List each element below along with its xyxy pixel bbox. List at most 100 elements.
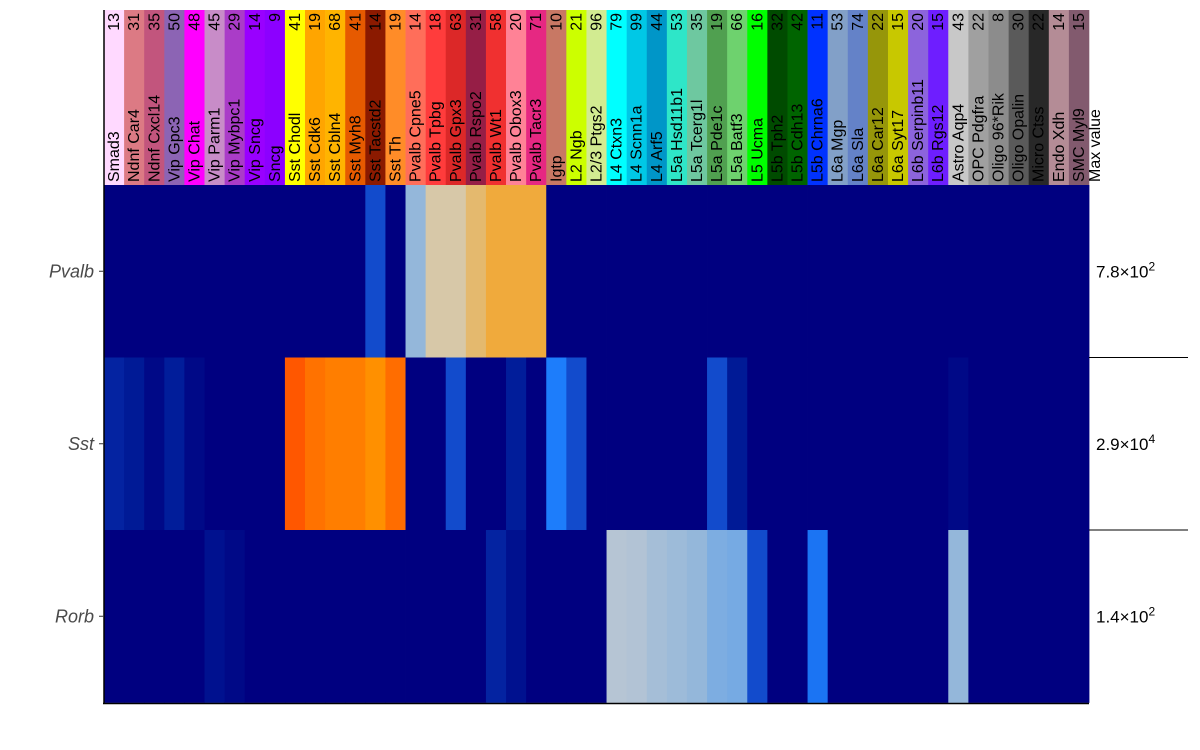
cluster-count-label: 35 <box>689 13 706 31</box>
heatmap-cell <box>606 185 628 358</box>
heatmap-cell <box>566 530 587 703</box>
heatmap-cell <box>445 530 467 703</box>
cluster-name-label: Micro Ctss <box>1031 106 1048 182</box>
heatmap-cell <box>666 530 688 703</box>
heatmap-cell <box>928 530 949 703</box>
heatmap-cell <box>1048 357 1070 531</box>
cluster-count-label: 22 <box>970 13 987 31</box>
heatmap-cell <box>164 357 185 531</box>
heatmap-cell <box>566 357 587 531</box>
cluster-header-swatch <box>948 10 969 185</box>
cluster-name-label: Ndnf Cxcl14 <box>146 95 163 182</box>
heatmap-cell <box>948 185 969 358</box>
heatmap-cell <box>988 185 1009 358</box>
heatmap-cell <box>686 530 708 703</box>
cluster-header-swatch <box>686 10 708 185</box>
cluster-count-label: 14 <box>367 13 384 31</box>
heatmap-cell <box>787 357 808 531</box>
cluster-count-label: 22 <box>870 13 887 31</box>
heatmap-cell <box>807 185 829 358</box>
cluster-name-label: Oligo Opalin <box>1011 94 1028 182</box>
heatmap-cell <box>928 357 949 531</box>
cluster-header-swatch <box>104 10 125 185</box>
heatmap-cell <box>827 357 849 531</box>
heatmap-cell <box>707 357 728 531</box>
cluster-header-swatch <box>305 10 326 185</box>
cluster-count-label: 53 <box>830 13 847 31</box>
heatmap-cell <box>104 357 125 531</box>
row-max-value: 1.4×102 <box>1096 604 1155 626</box>
row-max-value: 7.8×102 <box>1096 259 1155 281</box>
cluster-header-swatch <box>1028 10 1050 185</box>
heatmap-cell <box>325 185 346 358</box>
heatmap-cell <box>887 185 909 358</box>
max-value-header: Max value <box>1087 109 1104 182</box>
cluster-header-swatch <box>747 10 768 185</box>
heatmap-cell <box>686 357 708 531</box>
cluster-header-swatch <box>224 10 246 185</box>
heatmap-cell <box>546 530 567 703</box>
cluster-count-label: 53 <box>669 13 686 31</box>
heatmap-cell <box>204 357 226 531</box>
cluster-header-swatch <box>586 10 607 185</box>
heatmap-cell <box>405 530 427 703</box>
cluster-header: Smad3 13 Ndnf Car4 31 Ndnf Cxcl14 35 Vip Gpc3 5… <box>104 10 1104 185</box>
cluster-count-label: 19 <box>709 13 726 31</box>
cluster-name-label: L6b Serpinb11 <box>910 79 927 182</box>
cluster-count-label: 21 <box>568 13 585 31</box>
cluster-name-label: L5b Tph2 <box>769 115 786 182</box>
heatmap-cell <box>506 357 527 531</box>
heatmap-cell <box>626 530 648 703</box>
heatmap-cell <box>1068 357 1090 531</box>
cluster-name-label: Pvalb Wt1 <box>488 109 505 182</box>
cluster-name-label: Pvalb Gpx3 <box>448 99 465 182</box>
heatmap-cell <box>546 357 567 531</box>
heatmap-cell <box>224 530 246 703</box>
cluster-header-swatch <box>164 10 185 185</box>
heatmap-cell <box>144 530 165 703</box>
heatmap-cell <box>968 185 989 358</box>
heatmap-cell <box>365 185 386 358</box>
heatmap-cell <box>405 357 427 531</box>
heatmap-cell <box>465 185 487 358</box>
heatmap-cell <box>445 357 467 531</box>
row-labels: Pvalb Sst Rorb <box>49 261 95 626</box>
heatmap-cell <box>244 530 266 703</box>
heatmap-cell <box>184 530 205 703</box>
heatmap-cell <box>767 530 788 703</box>
cluster-name-label: L4 Arf5 <box>649 131 666 182</box>
heatmap-cell <box>1028 185 1050 358</box>
heatmap-cell <box>104 185 125 358</box>
heatmap-cell <box>1048 530 1070 703</box>
cluster-count-label: 9 <box>267 13 284 22</box>
heatmap-cell <box>867 530 889 703</box>
heatmap-cell <box>827 185 849 358</box>
heatmap-cell <box>646 530 668 703</box>
heatmap-cell <box>485 357 507 531</box>
cluster-header-swatch <box>405 10 426 185</box>
cluster-count-label: 42 <box>790 13 807 31</box>
cluster-count-label: 74 <box>850 13 867 31</box>
row-max-value: 2.9×104 <box>1096 432 1155 454</box>
heatmap-cell <box>787 185 808 358</box>
cluster-name-label: Oligo 96*Rik <box>991 92 1008 182</box>
cluster-count-label: 79 <box>609 13 626 31</box>
cluster-name-label: L6b Rgs12 <box>930 105 947 182</box>
heatmap-cell <box>526 357 547 531</box>
heatmap-cell <box>847 530 869 703</box>
cluster-header-swatch <box>425 10 447 185</box>
heatmap-cell <box>425 530 447 703</box>
cluster-name-label: Sst Tacstd2 <box>367 99 384 182</box>
cluster-count-label: 48 <box>186 13 203 31</box>
cluster-count-label: 15 <box>1071 13 1088 31</box>
cluster-header-swatch <box>144 10 165 185</box>
cluster-count-label: 50 <box>166 13 183 31</box>
row-gene-label: Pvalb <box>49 261 94 281</box>
heatmap-cell <box>124 185 145 358</box>
heatmap-cell <box>284 185 306 358</box>
heatmap-cell <box>184 185 205 358</box>
heatmap-cell <box>586 357 607 531</box>
heatmap-cell <box>546 185 567 358</box>
cluster-name-label: L5a Batf3 <box>729 113 746 182</box>
